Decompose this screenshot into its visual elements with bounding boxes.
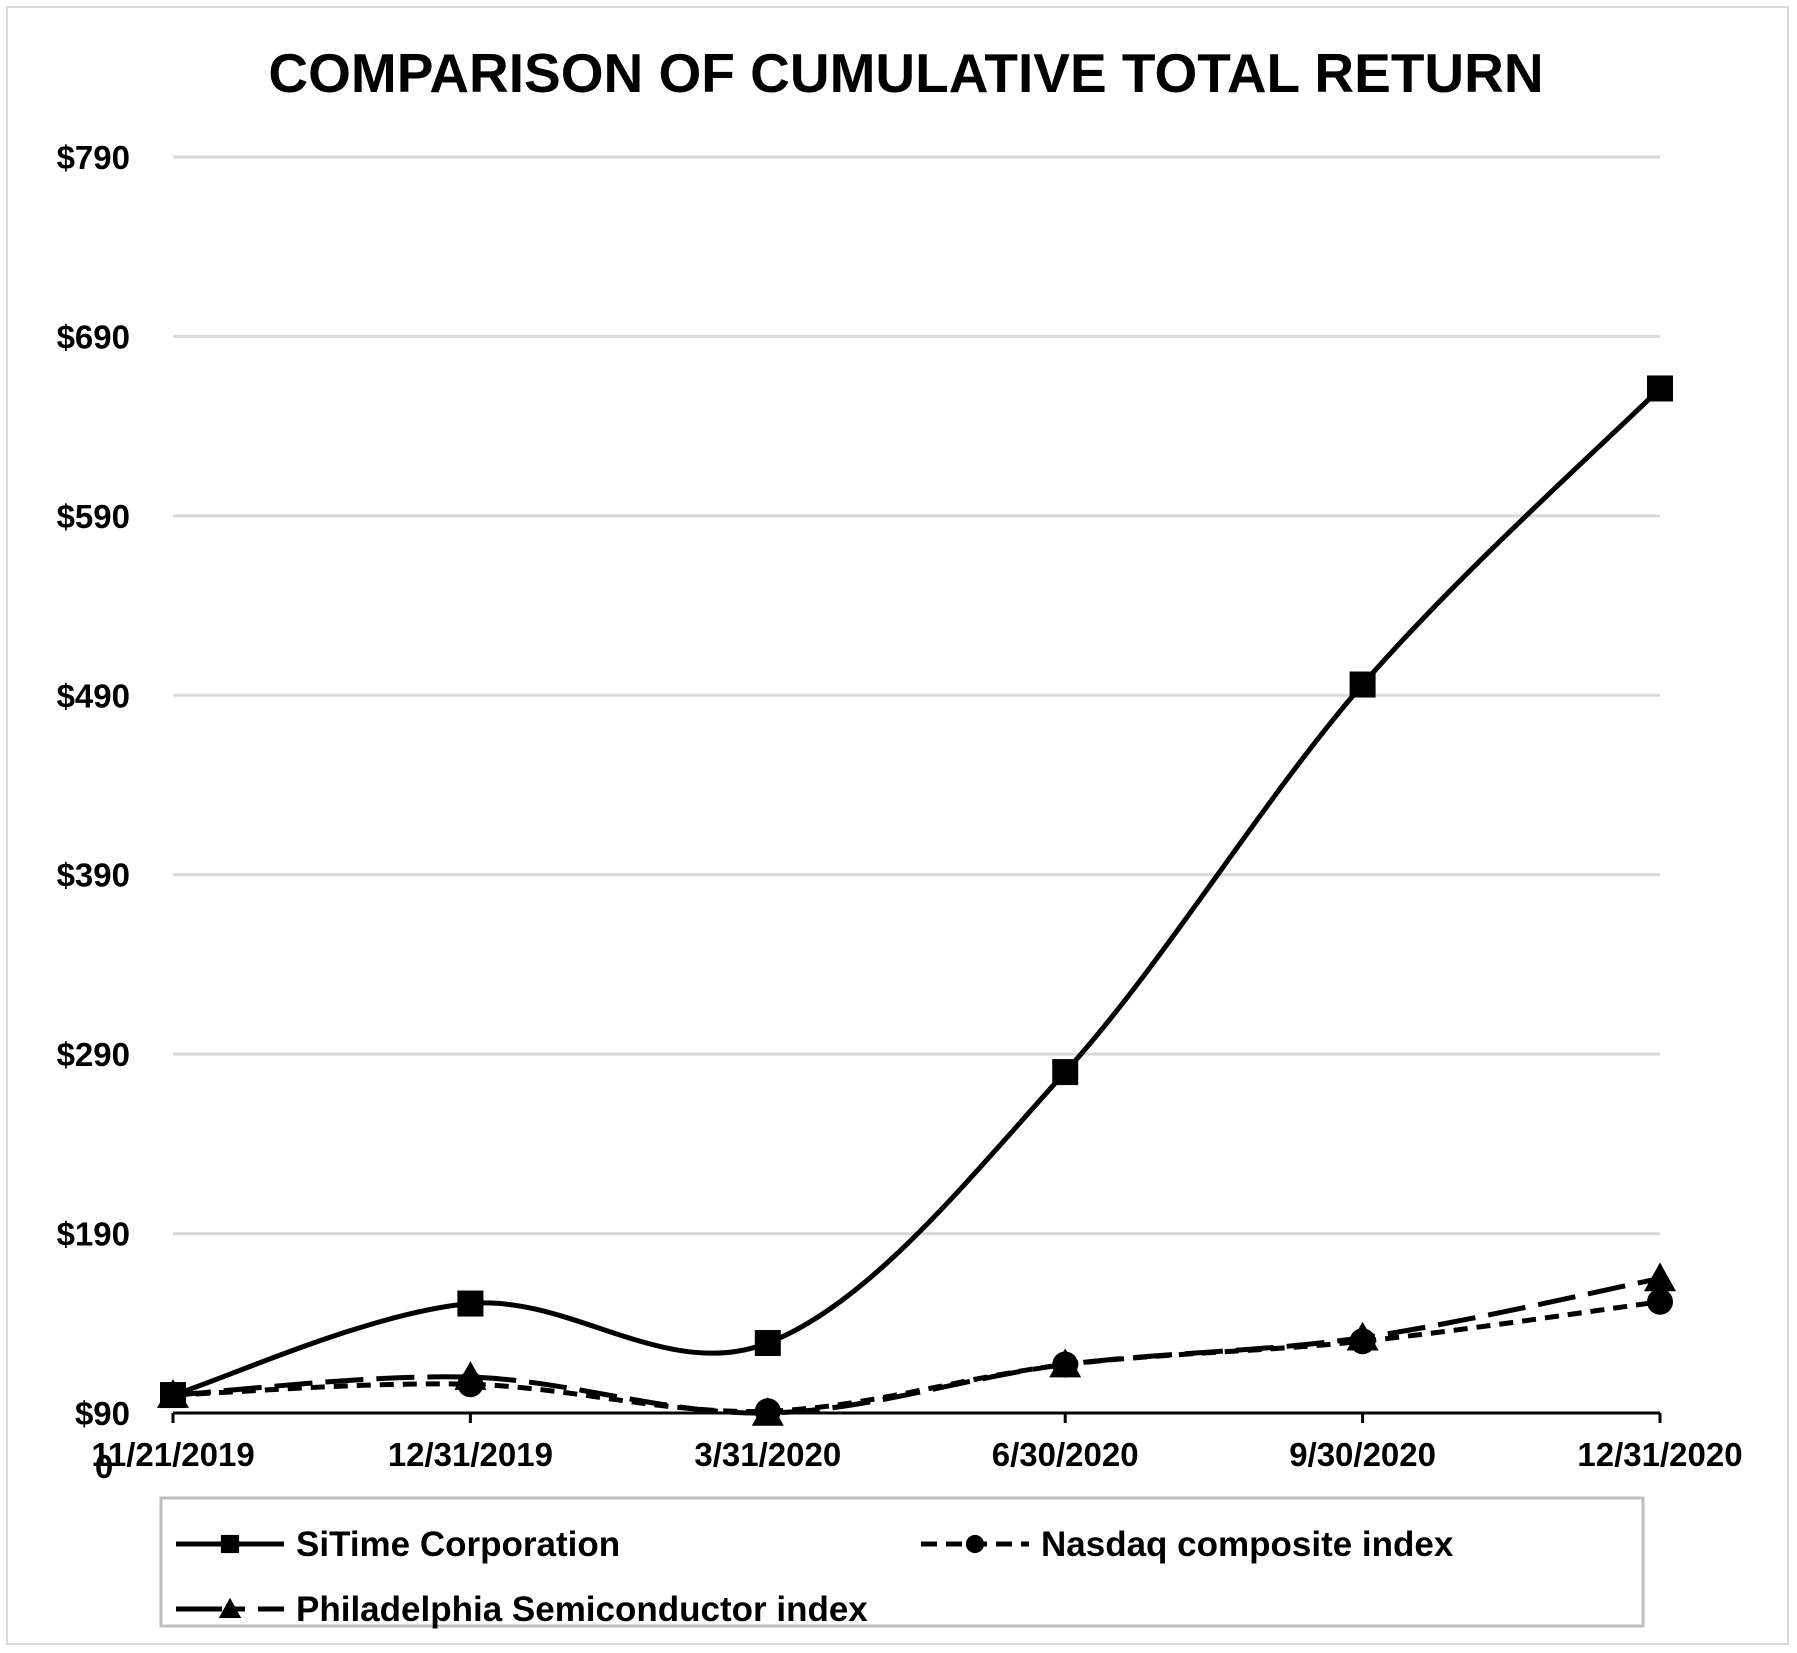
chart-title: COMPARISON OF CUMULATIVE TOTAL RETURN [268, 42, 1543, 104]
legend-item: Philadelphia Semiconductor index [176, 1590, 868, 1629]
circle-marker [754, 1398, 781, 1425]
y-tick-label: $90 [75, 1395, 130, 1432]
stray-axis-label: 0 [95, 1448, 113, 1485]
legend: SiTime Corporation Nasdaq composite index… [159, 1496, 1645, 1629]
y-axis-tick-labels: $90 $190 $290 $390 $490 $590 $690 $790 [57, 139, 130, 1432]
legend-item: Nasdaq composite index [921, 1525, 1454, 1564]
x-axis-tick-labels: 11/21/2019 12/31/2019 3/31/2020 6/30/2020 9/… [91, 1436, 1742, 1473]
series-sitime-corporation [160, 375, 1673, 1409]
legend-label: Nasdaq composite index [1041, 1525, 1454, 1564]
x-tick-label: 12/31/2020 [1577, 1436, 1742, 1473]
y-tick-label: $190 [57, 1216, 130, 1253]
circle-marker [457, 1371, 484, 1398]
legend-triangle-marker [218, 1597, 242, 1618]
square-marker [457, 1290, 484, 1317]
x-tick-label: 6/30/2020 [992, 1436, 1139, 1473]
series-nasdaq-composite-index [160, 1288, 1673, 1425]
x-tick-label: 9/30/2020 [1289, 1436, 1436, 1473]
legend-label: Philadelphia Semiconductor index [296, 1590, 868, 1629]
x-tick-label: 3/31/2020 [694, 1436, 841, 1473]
legend-circle-marker [965, 1534, 985, 1554]
square-marker [754, 1330, 781, 1357]
triangle-marker [1644, 1262, 1676, 1292]
series-line [172, 386, 1662, 1398]
circle-marker [1349, 1328, 1376, 1355]
plot-area [157, 375, 1676, 1426]
legend-box [159, 1496, 1645, 1628]
square-marker [160, 1382, 186, 1409]
y-tick-label: $590 [57, 498, 130, 535]
y-tick-label: $490 [57, 677, 130, 714]
y-tick-label: $390 [57, 857, 130, 894]
x-tick-label: 11/21/2019 [91, 1436, 254, 1473]
chart-frame: COMPARISON OF CUMULATIVE TOTAL RETURN $9… [6, 6, 1789, 1645]
x-tick-label: 12/31/2019 [388, 1436, 553, 1473]
square-marker [1052, 1059, 1079, 1086]
gridlines [173, 155, 1660, 1236]
y-tick-label: $290 [57, 1036, 130, 1073]
legend-label: SiTime Corporation [296, 1525, 620, 1564]
circle-marker [1052, 1351, 1079, 1378]
square-marker [1349, 671, 1376, 698]
series-philadelphia-semiconductor-index [157, 1262, 1676, 1426]
square-marker [1647, 375, 1673, 402]
series-line [172, 1299, 1661, 1414]
y-tick-label: $790 [57, 139, 130, 176]
legend-square-marker [220, 1534, 240, 1554]
circle-marker [1647, 1288, 1673, 1315]
x-axis [171, 1411, 1662, 1423]
legend-items: SiTime Corporation Nasdaq composite index… [176, 1525, 1454, 1629]
y-tick-label: $690 [57, 318, 130, 355]
legend-item: SiTime Corporation [176, 1525, 620, 1564]
chart-canvas: COMPARISON OF CUMULATIVE TOTAL RETURN $9… [57, 42, 1743, 1629]
